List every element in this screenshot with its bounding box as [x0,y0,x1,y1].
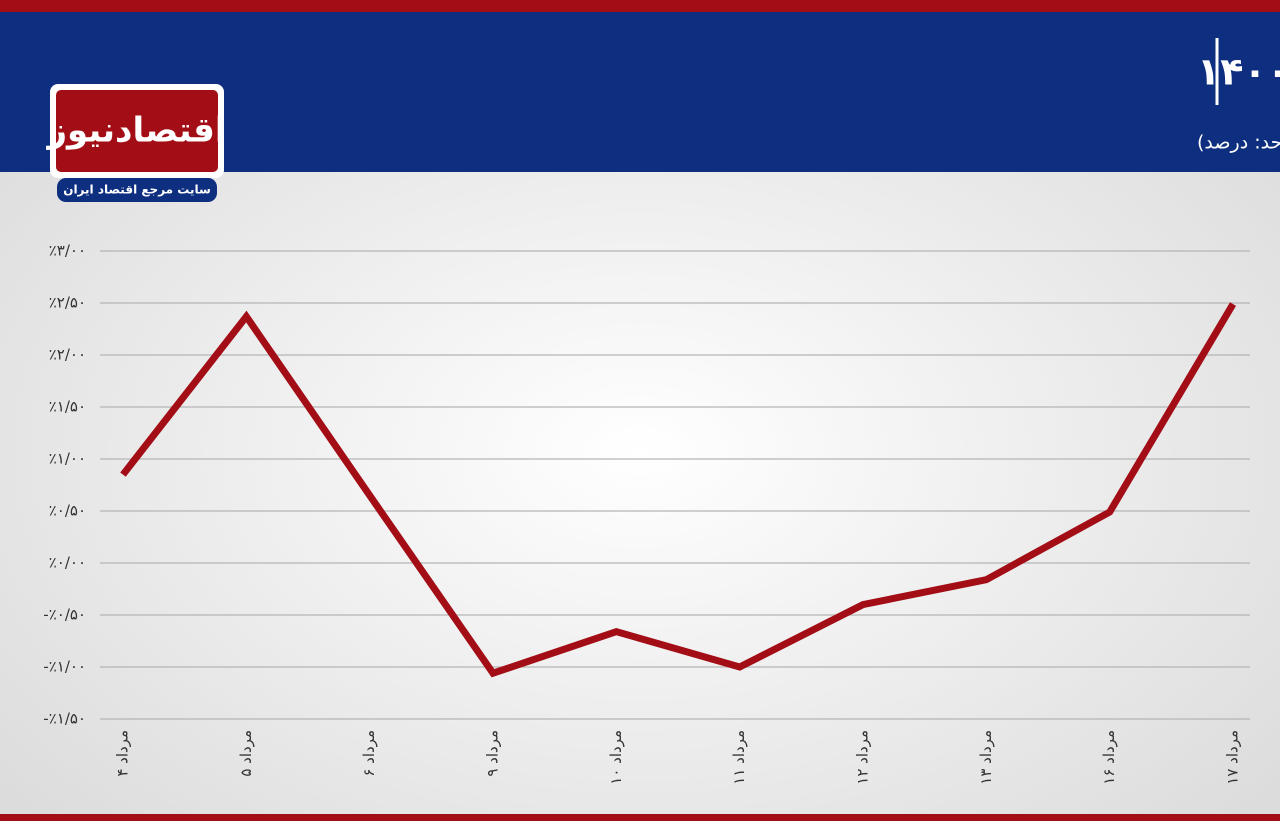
y-tick-label: ٪۳/۰۰ [49,242,86,260]
logo-tagline: سایت مرجع اقتصاد ایران [63,183,211,197]
y-tick-label: -٪۱/۵۰ [43,710,86,728]
top-band [0,0,1280,12]
x-tick-label: ۱۷ مرداد [1224,730,1242,785]
y-tick-label: ٪۱/۰۰ [49,450,86,468]
y-tick-label: ٪۰/۰۰ [49,554,86,572]
y-tick-label: ٪۲/۵۰ [49,294,86,312]
x-tick-label: ۵ مرداد [237,730,255,777]
x-tick-label: ۶ مرداد [360,730,378,777]
chart-title: روند رشد هفتگی هزینه وام مسکن در مرداد ۱… [1197,50,1280,95]
y-tick-label: ٪۱/۵۰ [49,398,86,416]
x-tick-label: ۱۱ مرداد [730,730,748,785]
chart-subtitle: (واحد: درصد) [1197,132,1280,154]
x-tick-label: ۹ مرداد [484,730,502,777]
x-tick-label: ۱۰ مرداد [607,730,625,785]
bottom-band [0,814,1280,821]
line [120,302,1237,678]
tagline-pill [57,178,217,202]
y-tick-label: -٪۰/۵۰ [43,606,86,624]
y-tick-label: -٪۱/۰۰ [43,658,86,676]
y-tick-label: ٪۲/۰۰ [49,346,86,364]
x-tick-label: ۱۲ مرداد [854,730,872,785]
logo-box [56,90,218,172]
y-tick-label: ٪۰/۵۰ [49,502,86,520]
x-tick-label: ۱۳ مرداد [977,730,995,785]
logo-text: اقتصادنیوز [45,111,226,151]
x-tick-label: ۱۶ مرداد [1100,730,1118,785]
x-tick-label: ۴ مرداد [114,730,132,777]
